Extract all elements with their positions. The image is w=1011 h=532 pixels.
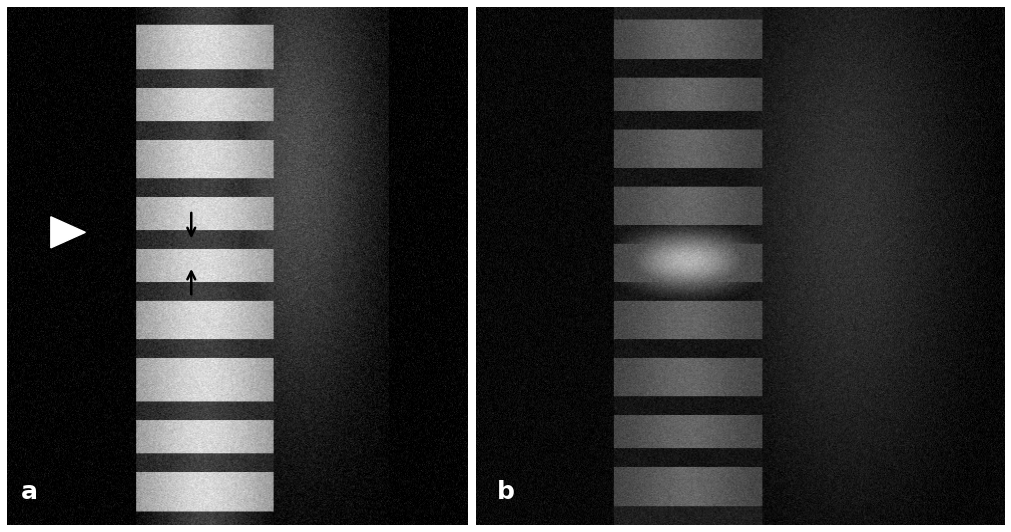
Text: a: a bbox=[21, 480, 37, 504]
Text: b: b bbox=[496, 480, 515, 504]
Polygon shape bbox=[51, 217, 85, 248]
